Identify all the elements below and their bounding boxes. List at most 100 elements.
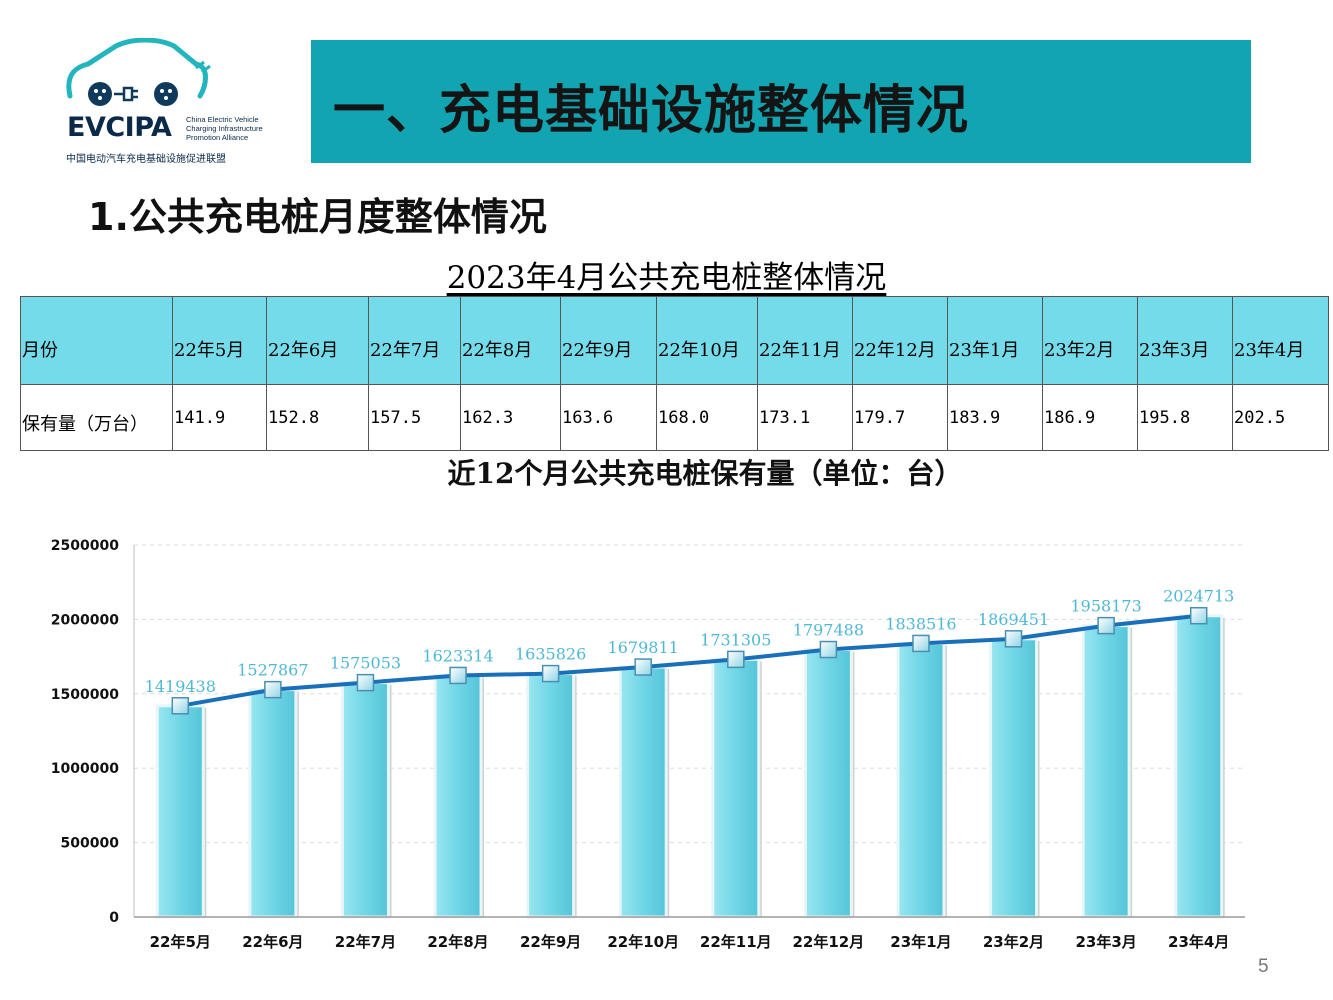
page-number: 5 xyxy=(1258,956,1269,977)
logo-english-name: China Electric Vehicle Charging Infrastr… xyxy=(186,115,276,142)
table-value-cell: 202.5 xyxy=(1232,384,1329,451)
x-tick-label: 22年6月 xyxy=(242,933,303,951)
x-tick-label: 22年5月 xyxy=(150,933,211,951)
table-title: 2023年4月公共充电桩整体情况 xyxy=(0,252,1333,297)
bar xyxy=(989,637,1039,919)
x-tick-label: 22年10月 xyxy=(607,933,679,951)
x-tick-label: 22年7月 xyxy=(335,933,396,951)
section-title: 1.公共充电桩月度整体情况 xyxy=(88,195,547,239)
bar xyxy=(711,657,761,919)
table-value-cell: 141.9 xyxy=(172,384,267,451)
table-header-cell: 22年11月 xyxy=(757,296,853,385)
line-marker xyxy=(1097,616,1115,635)
bar-line-chart: 1419438 1527867 1575053 1623314 1635826 16798… xyxy=(51,538,1245,951)
label-layer: 1419438 1527867 1575053 1623314 1635826 16798… xyxy=(145,587,1235,696)
line-marker xyxy=(727,650,745,669)
data-label: 1575053 xyxy=(330,654,401,673)
table-header-cell: 22年6月 xyxy=(266,296,369,385)
line-marker xyxy=(449,666,467,685)
x-tick-label: 22年11月 xyxy=(700,933,772,951)
data-label: 1527867 xyxy=(237,661,308,680)
chart-title: 近12个月公共充电桩保有量（单位：台） xyxy=(447,457,963,490)
table-header-cell: 22年12月 xyxy=(852,296,948,385)
y-tick-label: 500000 xyxy=(61,836,120,852)
data-label: 1797488 xyxy=(793,621,864,640)
table-value-cell: 162.3 xyxy=(460,384,561,451)
table-header-cell: 23年2月 xyxy=(1042,296,1138,385)
data-label: 1731305 xyxy=(700,630,771,649)
y-tick-label: 0 xyxy=(109,910,119,926)
bar xyxy=(526,672,576,919)
line-marker xyxy=(171,697,190,715)
bar xyxy=(1081,624,1131,919)
data-label: 2024713 xyxy=(1163,587,1234,606)
y-tick-label: 2000000 xyxy=(51,612,119,628)
monthly-table: 月份 22年5月 22年6月 22年7月 22年8月 22年9月 22年10月 … xyxy=(20,296,1329,451)
logo-chinese-name: 中国电动汽车充电基础设施促进联盟 xyxy=(66,154,226,165)
data-label: 1635826 xyxy=(515,645,586,664)
table-header-row: 月份 22年5月 22年6月 22年7月 22年8月 22年9月 22年10月 … xyxy=(20,296,1329,385)
line-marker xyxy=(264,680,282,699)
bar xyxy=(803,648,853,919)
table-value-cell: 163.6 xyxy=(560,384,657,451)
evcipa-logo: EVCIPA China Electric Vehicle Charging I… xyxy=(62,37,272,165)
x-tick-label: 22年12月 xyxy=(793,933,865,951)
table-value-cell: 157.5 xyxy=(368,384,461,451)
table-value-row: 保有量（万台） 141.9 152.8 157.5 162.3 163.6 16… xyxy=(20,384,1329,451)
x-tick-label: 23年1月 xyxy=(890,933,951,951)
y-tick-label: 1000000 xyxy=(51,761,119,777)
title-banner: 一、充电基础设施整体情况 xyxy=(311,40,1251,163)
axis-layer: 0 500000 1000000 1500000 2000000 2500000 22年5月… xyxy=(51,538,1245,951)
table-header-cell: 22年7月 xyxy=(368,296,461,385)
car-plug-icon xyxy=(66,37,211,106)
x-tick-label: 23年2月 xyxy=(983,933,1044,951)
table-header-cell: 22年5月 xyxy=(172,296,267,385)
data-label: 1623314 xyxy=(422,646,493,665)
table-header-cell: 23年4月 xyxy=(1232,296,1329,385)
bar xyxy=(155,704,205,919)
table-header-cell: 22年8月 xyxy=(460,296,561,385)
table-value-cell: 179.7 xyxy=(852,384,948,451)
table-value-cell: 195.8 xyxy=(1137,384,1233,451)
bar-layer xyxy=(155,614,1225,919)
bar xyxy=(618,665,668,919)
line-marker xyxy=(634,658,652,676)
table-title-text: 2023年4月公共充电桩整体情况 xyxy=(446,260,887,296)
table-header-cell: 22年9月 xyxy=(560,296,657,385)
line-layer xyxy=(171,606,1208,715)
table-header-label: 月份 xyxy=(20,296,173,385)
line-marker xyxy=(1004,630,1023,648)
bar xyxy=(896,641,946,919)
data-label: 1838516 xyxy=(885,614,956,633)
line-marker xyxy=(356,673,375,692)
x-tick-label: 23年4月 xyxy=(1168,933,1229,951)
table-header-cell: 23年1月 xyxy=(947,296,1043,385)
data-label: 1679811 xyxy=(608,638,679,657)
x-tick-label: 23年3月 xyxy=(1075,933,1136,951)
logo-en-line: Charging Infrastructure xyxy=(186,124,263,133)
x-tick-label: 22年9月 xyxy=(520,933,581,951)
table-value-cell: 168.0 xyxy=(656,384,758,451)
line-marker xyxy=(819,640,838,659)
table-header-cell: 23年3月 xyxy=(1137,296,1233,385)
table-value-cell: 152.8 xyxy=(266,384,369,451)
logo-en-line: Promotion Alliance xyxy=(186,133,249,142)
y-tick-label: 1500000 xyxy=(51,687,119,703)
series-line xyxy=(179,613,1199,708)
line-marker xyxy=(541,664,560,683)
data-label: 1869451 xyxy=(978,610,1049,629)
y-tick-label: 2500000 xyxy=(51,538,119,554)
data-label: 1419438 xyxy=(145,677,216,696)
logo-en-line: China Electric Vehicle xyxy=(186,115,259,124)
grid-layer xyxy=(134,544,1245,844)
table-value-cell: 186.9 xyxy=(1042,384,1138,451)
line-marker xyxy=(1189,606,1208,625)
table-value-cell: 173.1 xyxy=(757,384,853,451)
banner-title: 一、充电基础设施整体情况 xyxy=(333,81,970,141)
table-row-label: 保有量（万台） xyxy=(20,384,173,451)
table-header-cell: 22年10月 xyxy=(656,296,758,385)
data-label: 1958173 xyxy=(1070,597,1141,616)
table-value-cell: 183.9 xyxy=(947,384,1043,451)
bar xyxy=(248,688,298,919)
x-tick-label: 22年8月 xyxy=(427,933,488,951)
